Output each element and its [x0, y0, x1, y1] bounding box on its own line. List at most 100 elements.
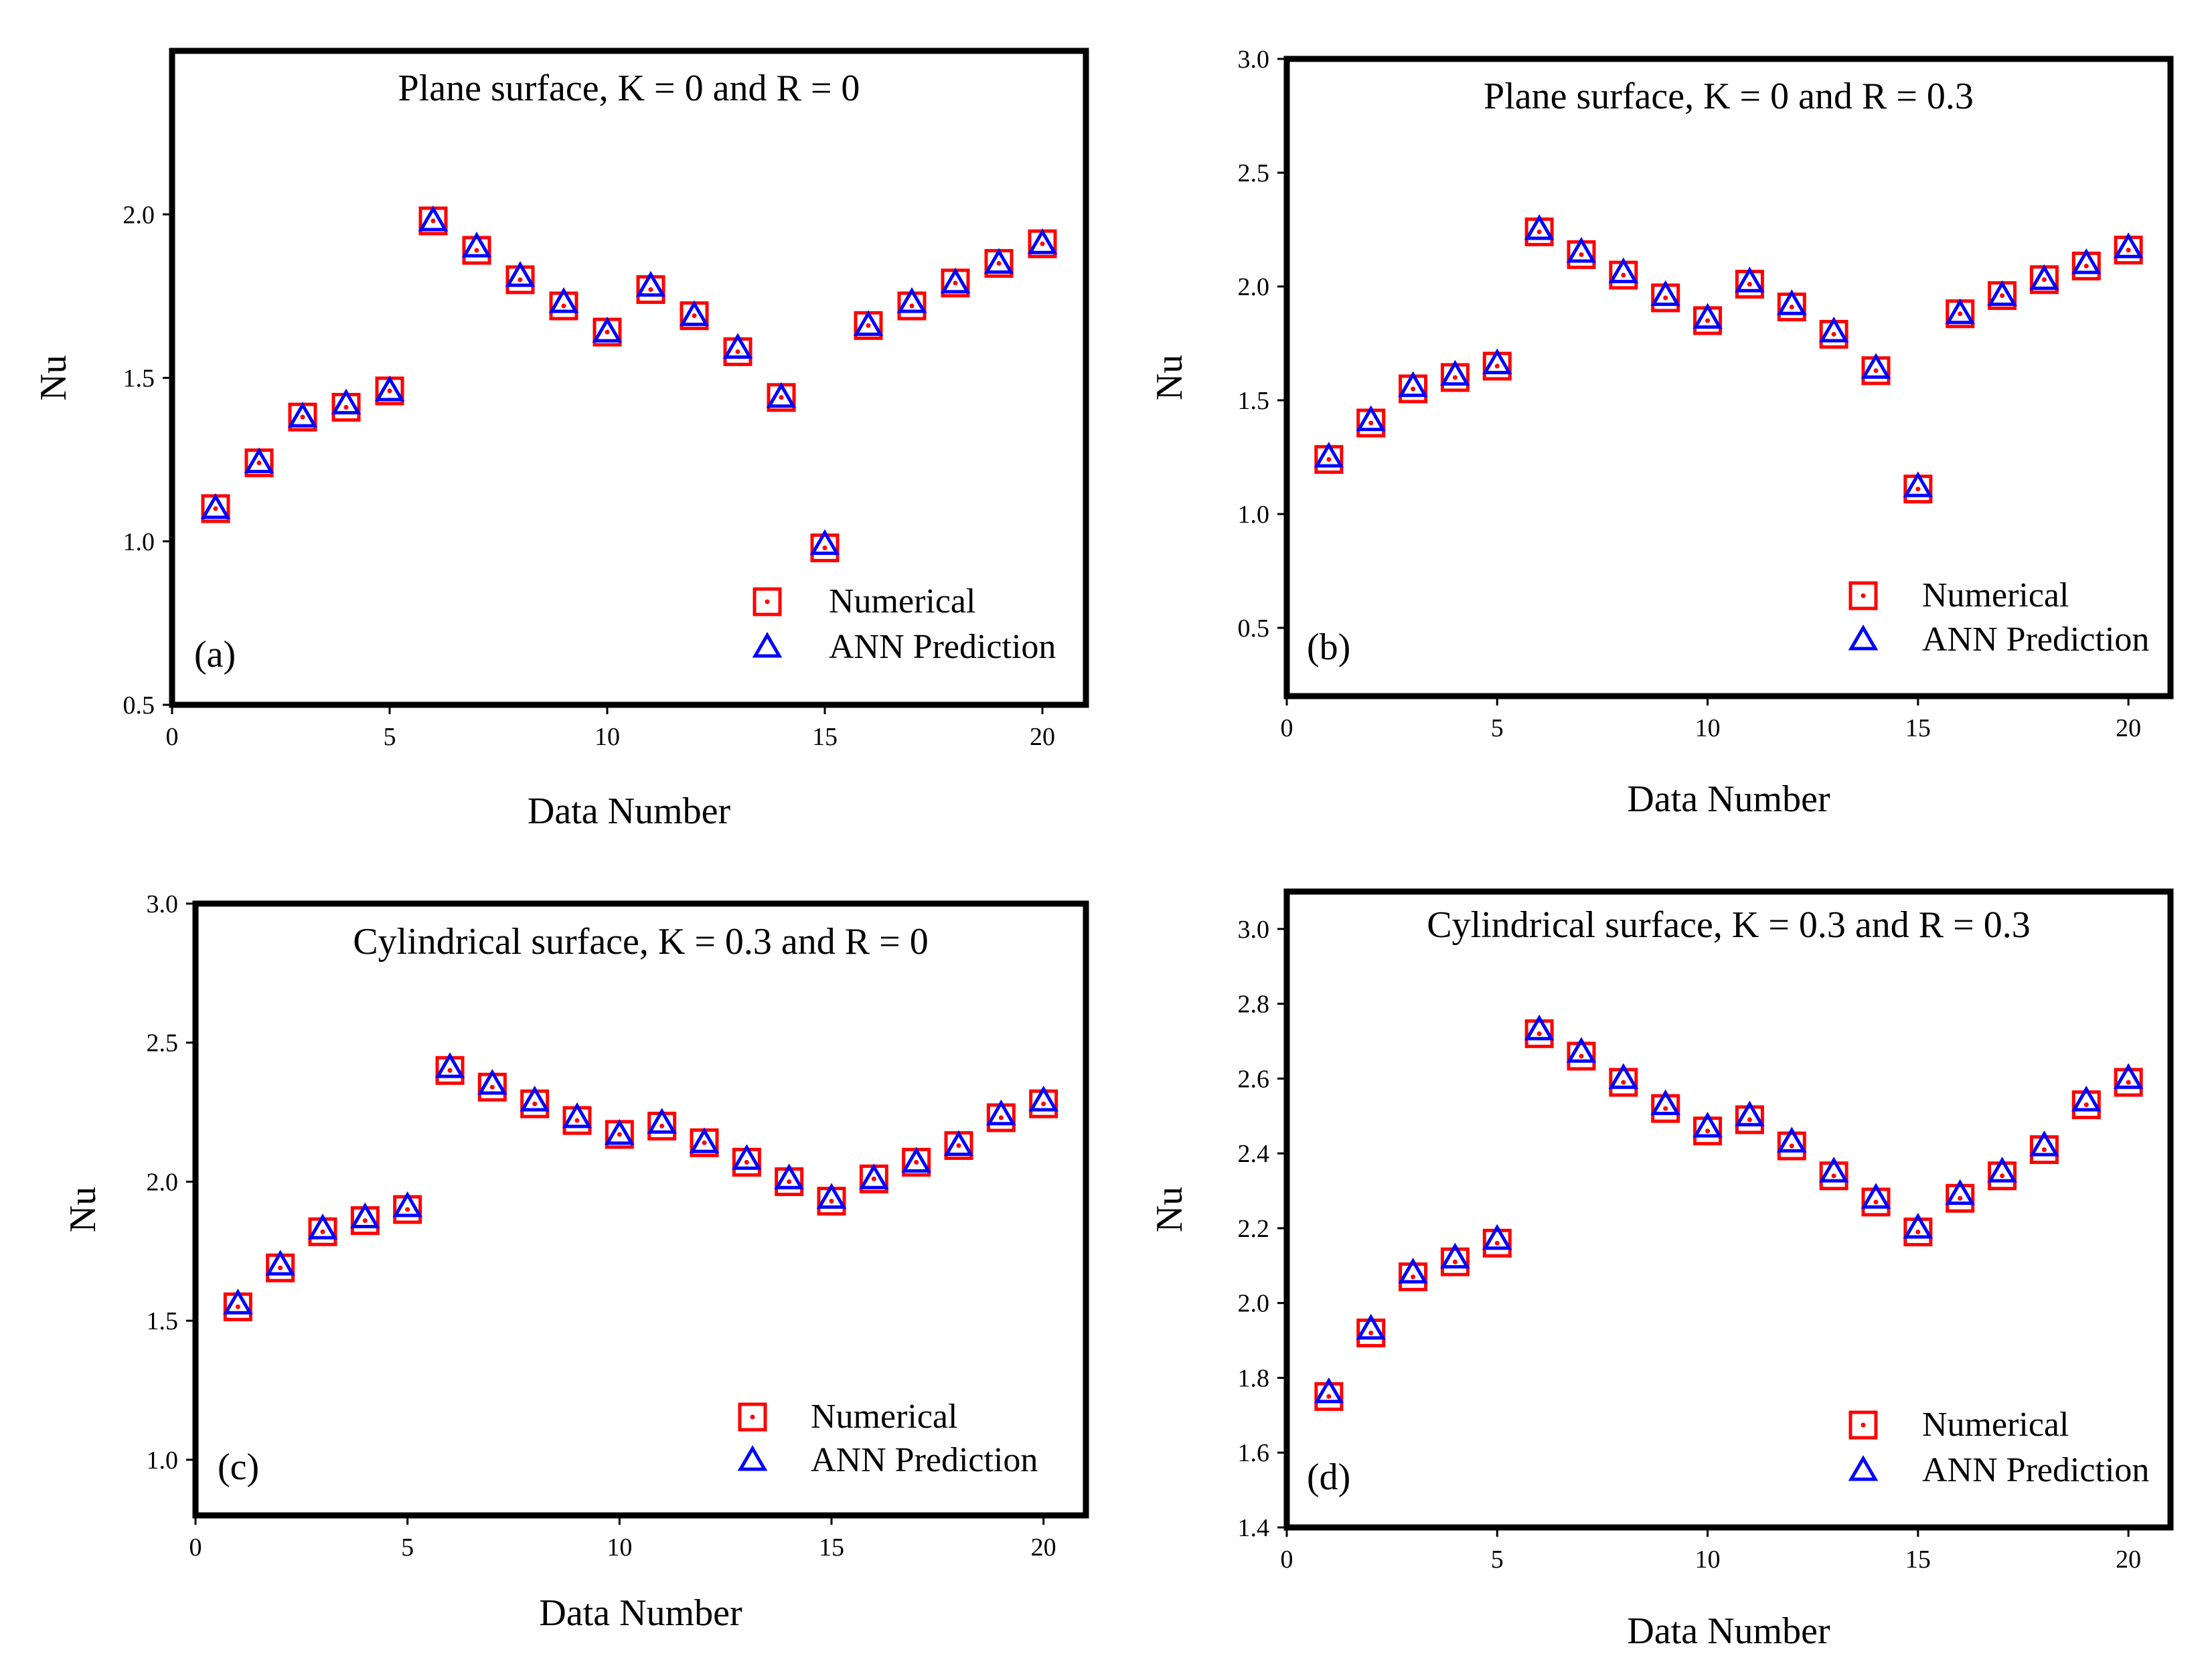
numerical-point-dot	[1958, 1195, 1963, 1201]
y-tick-label: 1.5	[147, 1307, 179, 1335]
numerical-point-dot	[1536, 1031, 1542, 1036]
numerical-point-dot	[1536, 229, 1542, 234]
ann-point	[1027, 228, 1058, 254]
ann-point	[307, 1214, 338, 1240]
ann-point	[679, 300, 710, 327]
series-ann-prediction	[222, 1052, 1059, 1315]
ann-point	[1861, 1183, 1891, 1209]
ann-point	[461, 232, 492, 258]
numerical-point-dot	[1915, 1230, 1921, 1235]
numerical-point-dot	[822, 546, 827, 551]
ann-point	[505, 261, 536, 287]
numerical-point-dot	[2041, 1147, 2047, 1153]
y-tick-label: 2.6	[1238, 1065, 1270, 1093]
numerical-point-dot	[2126, 1080, 2131, 1085]
ann-point	[766, 382, 797, 408]
ann-point	[1776, 289, 1807, 315]
ann-point	[1692, 1112, 1723, 1138]
ann-point	[1735, 1100, 1765, 1127]
ann-point	[477, 1069, 507, 1095]
x-tick-label: 5	[384, 723, 396, 751]
y-tick-label: 1.0	[123, 528, 155, 556]
y-tick-label: 2.0	[1238, 1290, 1270, 1318]
ann-point	[1566, 1037, 1597, 1063]
ann-point	[1650, 280, 1681, 307]
legend-numerical-label: Numerical	[811, 1398, 957, 1436]
ann-point	[1608, 1063, 1639, 1089]
plot-frame	[192, 900, 1089, 1519]
numerical-point-dot	[405, 1207, 410, 1212]
numerical-point-dot	[1368, 420, 1374, 426]
ann-point	[901, 1147, 932, 1173]
numerical-point-dot	[2000, 293, 2005, 299]
numerical-point-dot	[648, 287, 653, 293]
y-tick-label: 1.5	[1238, 387, 1270, 415]
y-tick-label: 2.0	[147, 1168, 179, 1196]
ann-point	[434, 1052, 465, 1078]
numerical-point-dot	[1411, 386, 1416, 392]
legend-ann-icon	[737, 1445, 768, 1471]
y-tick-label: 1.0	[147, 1446, 179, 1475]
numerical-point-dot	[430, 218, 436, 224]
legend: Numerical ANN Prediction	[1848, 576, 2149, 659]
numerical-point-dot	[447, 1068, 453, 1073]
numerical-point-dot	[744, 1159, 749, 1165]
legend-ann-icon	[1848, 1455, 1879, 1481]
plot-frame	[1283, 888, 2174, 1531]
ann-point	[722, 333, 753, 359]
numerical-point-dot	[914, 1159, 919, 1165]
chart-panel-c: 0 5 10 15 20 1.0 1.5 2.0 2.5 3.0 Cylindrical surfa…	[62, 890, 1089, 1634]
x-tick-label: 20	[1031, 1533, 1056, 1562]
legend-numerical-label: Numerical	[829, 582, 975, 620]
x-tick-label: 5	[1491, 714, 1504, 742]
ann-point	[940, 267, 971, 294]
chart-panel-d: 0 5 10 15 20 1.4 1.6 1.8 2.0 2.2 2.4 2.6 2.8 3.0 Cylin…	[1149, 888, 2174, 1652]
legend-numerical-icon-box	[1848, 1410, 1878, 1440]
numerical-point-dot	[1494, 363, 1500, 369]
x-tick-label: 5	[1491, 1546, 1504, 1574]
numerical-point-dot	[871, 1176, 876, 1181]
ann-point	[896, 287, 927, 313]
ann-point	[1566, 237, 1597, 263]
numerical-point-dot	[779, 395, 784, 400]
numerical-point-dot	[1789, 305, 1794, 310]
numerical-point-dot	[1326, 1394, 1332, 1399]
numerical-point-dot	[605, 329, 610, 335]
ann-point	[1818, 317, 1849, 343]
numerical-point-dot	[574, 1118, 580, 1123]
numerical-point-dot	[1747, 1117, 1752, 1122]
ann-point	[1987, 1157, 2017, 1183]
ann-point	[983, 248, 1014, 274]
x-tick-label: 15	[819, 1533, 844, 1562]
ann-point	[244, 447, 274, 474]
y-axis-title: Nu	[33, 355, 74, 400]
numerical-point-dot	[2000, 1173, 2005, 1179]
numerical-point-dot	[2126, 248, 2131, 253]
ann-point	[1735, 266, 1765, 293]
legend-numerical-icon	[738, 1402, 767, 1432]
ann-point	[1440, 1242, 1470, 1269]
numerical-point-dot	[1663, 295, 1668, 301]
chart-title: Plane surface, K = 0 and R = 0.3	[1484, 76, 1974, 117]
ann-point	[816, 1183, 847, 1209]
y-tick-label: 1.5	[123, 365, 155, 393]
numerical-point-dot	[692, 313, 697, 319]
legend-numerical-icon-dot	[1861, 593, 1866, 598]
x-tick-label: 10	[607, 1533, 632, 1562]
numerical-point-dot	[866, 323, 871, 328]
ann-point	[2071, 248, 2102, 274]
y-tick-label: 2.5	[147, 1029, 179, 1058]
ann-point	[1776, 1127, 1807, 1153]
ann-point	[1482, 348, 1512, 375]
ann-point	[1356, 1313, 1387, 1340]
ann-point	[1945, 298, 1976, 325]
ann-point	[985, 1099, 1016, 1126]
y-tick-label: 0.5	[1238, 614, 1270, 643]
y-tick-label: 2.2	[1238, 1215, 1270, 1243]
ann-point	[562, 1102, 592, 1129]
numerical-point-dot	[2083, 1102, 2089, 1108]
numerical-point-dot	[1452, 1259, 1457, 1264]
y-tick-label: 3.0	[1238, 46, 1270, 74]
ann-point	[689, 1127, 720, 1153]
numerical-point-dot	[278, 1265, 283, 1270]
